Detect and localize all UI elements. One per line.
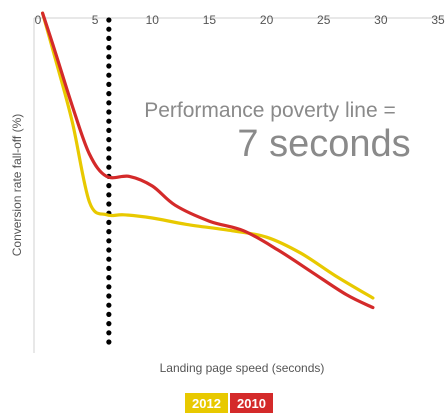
annotation-line1: Performance poverty line = (144, 99, 396, 122)
poverty-line-dot (106, 311, 112, 317)
x-tick-label: 10 (146, 13, 160, 27)
y-axis-title: Conversion rate fall-off (%) (10, 114, 24, 257)
x-tick-label: 30 (374, 13, 388, 27)
poverty-line-dot (106, 192, 112, 198)
poverty-line-dot (106, 183, 112, 189)
legend-swatch-2010 (230, 393, 273, 413)
poverty-line-dot (106, 330, 112, 336)
x-tick-label: 25 (317, 13, 331, 27)
poverty-line-dot (106, 17, 112, 23)
legend-label-2010: 2010 (237, 396, 266, 411)
series-line-2010 (41, 11, 375, 310)
poverty-line-dot (106, 81, 112, 87)
poverty-line-dot (106, 247, 112, 253)
poverty-line-dot (106, 100, 112, 106)
poverty-line-dot (106, 229, 112, 235)
poverty-line-dot (106, 127, 112, 133)
poverty-line-dot (106, 63, 112, 69)
poverty-line-dot (106, 26, 112, 32)
x-tick-label: 20 (260, 13, 274, 27)
x-axis-title: Landing page speed (seconds) (160, 361, 325, 375)
poverty-line-dot (106, 256, 112, 262)
series-lines (41, 11, 375, 310)
poverty-line-dot (106, 265, 112, 271)
poverty-line-dot (106, 238, 112, 244)
poverty-line-dot (106, 109, 112, 115)
poverty-line-dot (106, 35, 112, 42)
poverty-line (106, 17, 112, 345)
legend: 2012 2010 (185, 393, 273, 413)
poverty-line-dot (106, 91, 112, 97)
poverty-line-dot (106, 155, 112, 161)
x-tick-label: 5 (92, 13, 99, 27)
poverty-line-dot (106, 54, 112, 60)
poverty-line-dot (106, 164, 112, 170)
x-tick-label: 35 (431, 13, 445, 27)
poverty-line-dot (106, 284, 112, 290)
poverty-line-dot (106, 146, 112, 152)
annotation-line2: 7 seconds (237, 123, 410, 165)
poverty-line-dot (106, 302, 112, 308)
x-tick-label: 0 (35, 13, 42, 27)
poverty-line-dot (106, 339, 112, 345)
poverty-line-dot (106, 118, 112, 124)
poverty-line-dot (106, 137, 112, 143)
legend-label-2012: 2012 (192, 396, 221, 411)
poverty-line-dot (106, 321, 112, 327)
x-tick-labels: 0 5 10 15 20 25 30 35 (35, 13, 445, 27)
poverty-line-dot (106, 293, 112, 299)
legend-swatch-2012 (185, 393, 228, 413)
poverty-line-dot (106, 201, 112, 207)
x-tick-label: 15 (203, 13, 217, 27)
poverty-line-dot (106, 45, 112, 51)
series-line-2012 (41, 11, 375, 300)
poverty-line-dot (106, 72, 112, 78)
poverty-line-dot (106, 275, 112, 281)
poverty-line-dot (106, 219, 112, 225)
